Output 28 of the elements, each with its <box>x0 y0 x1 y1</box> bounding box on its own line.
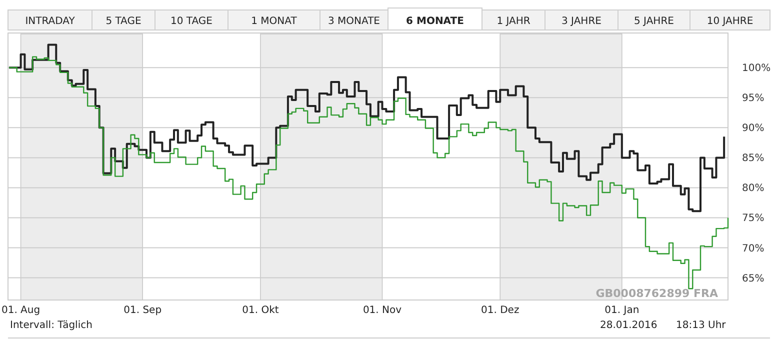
y-tick-label: 100% <box>742 63 771 74</box>
text: 6 MONATE <box>406 16 464 27</box>
text: 5 JAHRE <box>634 16 674 27</box>
y-tick-label: 80% <box>742 183 764 194</box>
y-tick-label: 65% <box>742 273 764 284</box>
x-tick-label: 01. Nov <box>362 305 402 316</box>
y-tick-label: 70% <box>742 243 764 254</box>
annotation: GB0008762899 FRA <box>596 287 718 300</box>
text: Intervall: Täglich <box>10 320 92 331</box>
y-tick-label: 75% <box>742 213 764 224</box>
text: INTRADAY <box>25 16 76 27</box>
y-tick-label: 90% <box>742 123 764 134</box>
text: 3 MONATE <box>328 16 380 27</box>
text: 1 JAHR <box>496 16 530 27</box>
text: 3 JAHRE <box>562 16 602 27</box>
text: 10 JAHRE <box>706 16 754 27</box>
text: 5 TAGE <box>106 16 142 27</box>
text: 28.01.2016 <box>600 320 658 331</box>
text: 10 TAGE <box>170 16 212 27</box>
y-tick-label: 85% <box>742 153 764 164</box>
x-tick-label: 01. Sep <box>124 305 162 316</box>
x-tick-label: 01. Aug <box>1 305 40 316</box>
y-tick-label: 95% <box>742 93 764 104</box>
text: 18:13 Uhr <box>676 320 727 331</box>
x-tick-label: 01. Jan <box>604 305 640 316</box>
x-tick-label: 01. Dez <box>481 305 520 316</box>
text: 1 MONAT <box>251 16 298 27</box>
x-tick-label: 01. Okt <box>242 305 279 316</box>
